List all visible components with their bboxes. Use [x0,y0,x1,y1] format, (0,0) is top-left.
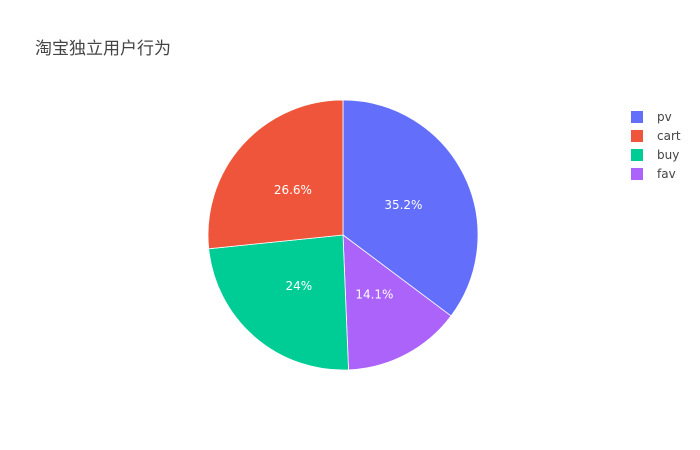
legend-swatch-cart [631,129,643,142]
pie-slice-buy[interactable] [208,234,349,371]
chart-title: 淘宝独立用户行为 [35,39,171,59]
legend-label-pv: pv [657,109,672,124]
pie-label-cart: 26.6% [274,183,312,197]
legend: pv cart buy fav [631,107,681,183]
legend-label-cart: cart [657,128,681,143]
pie-slice-cart[interactable] [207,99,344,250]
pie-slices [207,99,479,371]
legend-swatch-fav [631,167,643,180]
legend-item-buy[interactable]: buy [631,145,681,164]
legend-item-cart[interactable]: cart [631,126,681,145]
legend-label-buy: buy [657,147,680,162]
legend-swatch-pv [631,110,643,123]
pie-label-pv: 35.2% [384,198,422,212]
pie-slice-fav[interactable] [342,234,452,371]
legend-item-fav[interactable]: fav [631,164,681,183]
legend-label-fav: fav [657,166,676,181]
legend-item-pv[interactable]: pv [631,107,681,126]
pie-slice-pv[interactable] [342,99,479,317]
pie-label-fav: 14.1% [355,288,393,302]
pie-labels: 35.2% 14.1% 24% 26.6% [274,183,423,302]
legend-swatch-buy [631,148,643,161]
pie-label-buy: 24% [285,279,312,293]
